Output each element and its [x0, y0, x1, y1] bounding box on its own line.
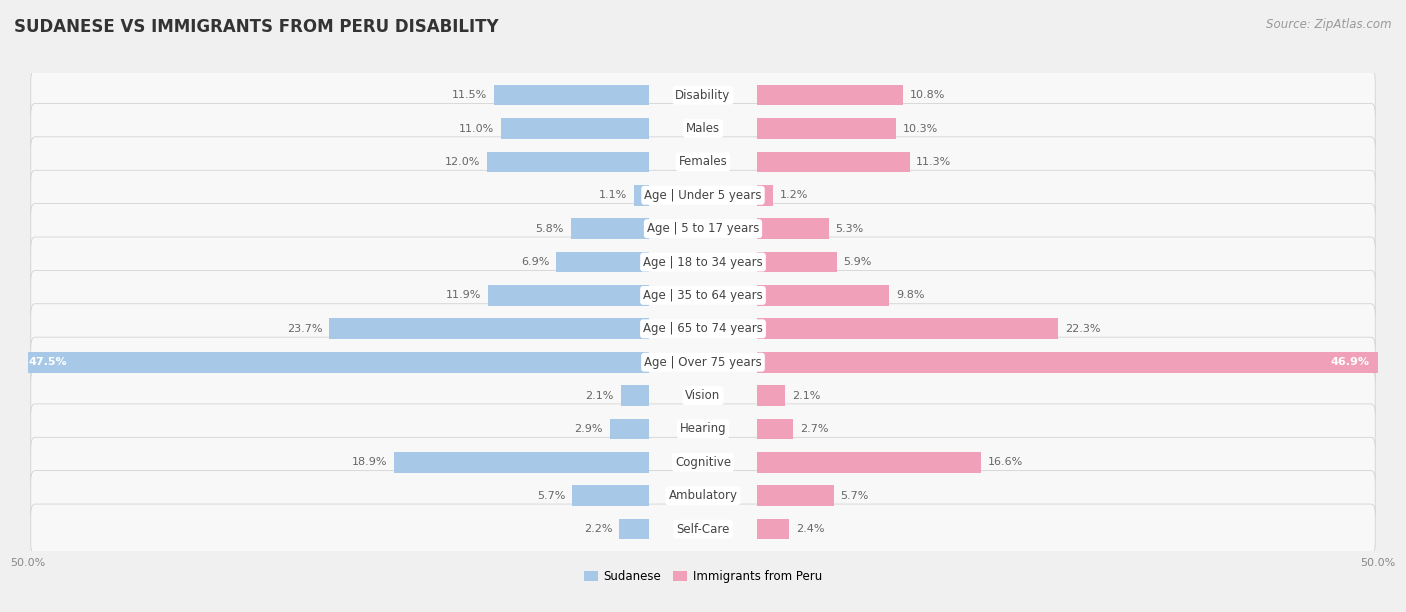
Text: 46.9%: 46.9%: [1331, 357, 1369, 367]
Bar: [555, 252, 650, 272]
Text: 1.1%: 1.1%: [599, 190, 627, 200]
Text: 10.3%: 10.3%: [903, 124, 938, 133]
Text: Vision: Vision: [685, 389, 721, 402]
Text: SUDANESE VS IMMIGRANTS FROM PERU DISABILITY: SUDANESE VS IMMIGRANTS FROM PERU DISABIL…: [14, 18, 499, 36]
FancyBboxPatch shape: [31, 103, 1375, 154]
Text: 2.2%: 2.2%: [583, 524, 613, 534]
Bar: [494, 85, 650, 105]
FancyBboxPatch shape: [31, 170, 1375, 220]
Bar: [488, 285, 650, 306]
Text: Age | 5 to 17 years: Age | 5 to 17 years: [647, 222, 759, 235]
Bar: [610, 419, 650, 439]
Text: Ambulatory: Ambulatory: [668, 489, 738, 502]
Bar: [756, 252, 837, 272]
Text: Cognitive: Cognitive: [675, 456, 731, 469]
Text: 12.0%: 12.0%: [444, 157, 481, 167]
Legend: Sudanese, Immigrants from Peru: Sudanese, Immigrants from Peru: [579, 565, 827, 588]
FancyBboxPatch shape: [31, 70, 1375, 120]
Text: 2.4%: 2.4%: [796, 524, 825, 534]
Text: 10.8%: 10.8%: [910, 90, 945, 100]
Text: 5.7%: 5.7%: [537, 491, 565, 501]
Text: Source: ZipAtlas.com: Source: ZipAtlas.com: [1267, 18, 1392, 31]
FancyBboxPatch shape: [31, 137, 1375, 187]
Bar: [756, 285, 889, 306]
Text: 11.5%: 11.5%: [451, 90, 486, 100]
FancyBboxPatch shape: [31, 471, 1375, 521]
Bar: [756, 152, 910, 172]
Text: 11.9%: 11.9%: [446, 291, 482, 300]
Bar: [620, 385, 650, 406]
Text: 22.3%: 22.3%: [1064, 324, 1101, 334]
Text: Age | 18 to 34 years: Age | 18 to 34 years: [643, 256, 763, 269]
Bar: [394, 452, 650, 472]
Bar: [756, 185, 773, 206]
Text: 11.0%: 11.0%: [458, 124, 494, 133]
Text: 5.9%: 5.9%: [844, 257, 872, 267]
Text: 16.6%: 16.6%: [988, 457, 1024, 468]
Text: Age | 65 to 74 years: Age | 65 to 74 years: [643, 323, 763, 335]
Bar: [756, 85, 903, 105]
FancyBboxPatch shape: [31, 438, 1375, 487]
Text: Males: Males: [686, 122, 720, 135]
Text: 1.2%: 1.2%: [780, 190, 808, 200]
Text: 2.1%: 2.1%: [585, 390, 614, 401]
FancyBboxPatch shape: [31, 237, 1375, 287]
Bar: [756, 318, 1057, 339]
Bar: [756, 419, 793, 439]
Bar: [8, 352, 650, 373]
FancyBboxPatch shape: [31, 304, 1375, 354]
Text: 5.7%: 5.7%: [841, 491, 869, 501]
Bar: [756, 352, 1391, 373]
Bar: [572, 485, 650, 506]
Text: 9.8%: 9.8%: [896, 291, 925, 300]
FancyBboxPatch shape: [31, 204, 1375, 254]
FancyBboxPatch shape: [31, 271, 1375, 321]
Text: 6.9%: 6.9%: [520, 257, 550, 267]
Text: 2.1%: 2.1%: [792, 390, 821, 401]
Bar: [634, 185, 650, 206]
Text: 5.3%: 5.3%: [835, 223, 863, 234]
Text: 23.7%: 23.7%: [287, 324, 322, 334]
FancyBboxPatch shape: [31, 404, 1375, 454]
FancyBboxPatch shape: [31, 337, 1375, 387]
Bar: [329, 318, 650, 339]
Bar: [486, 152, 650, 172]
Text: 11.3%: 11.3%: [917, 157, 952, 167]
Bar: [756, 385, 786, 406]
Bar: [756, 452, 981, 472]
Text: Age | Over 75 years: Age | Over 75 years: [644, 356, 762, 368]
Bar: [571, 218, 650, 239]
Bar: [501, 118, 650, 139]
Text: 18.9%: 18.9%: [352, 457, 387, 468]
Bar: [756, 519, 789, 539]
Bar: [619, 519, 650, 539]
Text: Age | 35 to 64 years: Age | 35 to 64 years: [643, 289, 763, 302]
Text: Females: Females: [679, 155, 727, 168]
Bar: [756, 485, 834, 506]
FancyBboxPatch shape: [31, 504, 1375, 554]
Text: Age | Under 5 years: Age | Under 5 years: [644, 188, 762, 202]
Text: 47.5%: 47.5%: [28, 357, 66, 367]
Text: 5.8%: 5.8%: [536, 223, 564, 234]
Text: Self-Care: Self-Care: [676, 523, 730, 536]
Text: Hearing: Hearing: [679, 422, 727, 436]
Text: Disability: Disability: [675, 89, 731, 102]
Text: 2.7%: 2.7%: [800, 424, 828, 434]
Bar: [756, 118, 896, 139]
Text: 2.9%: 2.9%: [575, 424, 603, 434]
Bar: [756, 218, 828, 239]
FancyBboxPatch shape: [31, 370, 1375, 420]
